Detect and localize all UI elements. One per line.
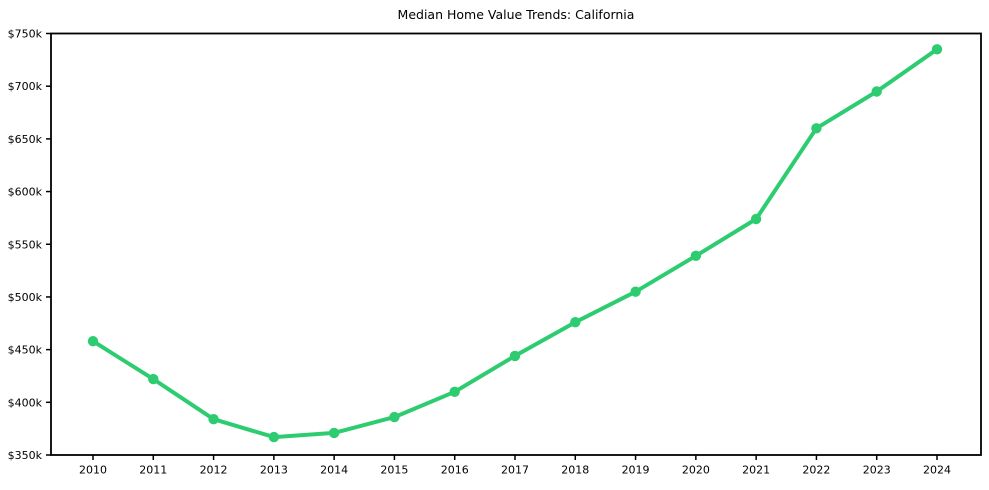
data-point-2021 (750, 213, 762, 225)
x-axis-tick-label: 2010 (79, 464, 107, 477)
y-axis-tick-label: $500k (8, 291, 43, 304)
x-axis-tick-label: 2011 (139, 464, 167, 477)
x-axis-tick-label: 2019 (622, 464, 650, 477)
data-point-2023 (871, 86, 882, 97)
y-axis-tick-label: $650k (8, 133, 43, 146)
data-point-2022 (811, 123, 822, 134)
data-point-2012 (208, 414, 219, 425)
x-axis-tick-label: 2022 (802, 464, 830, 477)
y-axis-tick-label: $400k (8, 396, 43, 409)
y-axis-tick-label: $600k (8, 186, 43, 199)
data-point-2014 (328, 427, 340, 439)
x-axis-tick-label: 2017 (501, 464, 529, 477)
data-point-2017 (509, 350, 521, 362)
x-axis-tick-label: 2024 (923, 464, 951, 477)
data-point-2018 (570, 317, 581, 328)
data-point-2016 (449, 386, 460, 397)
data-point-2020 (690, 250, 702, 261)
data-point-2013 (268, 431, 280, 443)
y-axis-tick-label: $450k (8, 344, 43, 357)
x-axis-tick-label: 2012 (200, 464, 228, 477)
data-point-2024 (931, 44, 943, 55)
y-axis-tick-label: $750k (8, 28, 43, 41)
y-axis-tick-label: $350k (8, 449, 43, 462)
x-axis-tick-label: 2020 (682, 464, 710, 477)
x-axis-tick-label: 2021 (742, 464, 770, 477)
x-axis-tick-label: 2013 (260, 464, 288, 477)
x-axis-tick-label: 2023 (863, 464, 891, 477)
data-point-2010 (87, 336, 99, 347)
trend-line (91, 47, 939, 440)
data-point-2015 (389, 411, 400, 423)
data-point-2019 (630, 286, 641, 297)
x-axis-tick-label: 2014 (320, 464, 348, 477)
x-axis-tick-label: 2015 (380, 464, 408, 477)
y-axis-tick-label: $700k (8, 80, 43, 93)
x-axis-tick-label: 2018 (561, 464, 589, 477)
plot-border (50, 32, 982, 456)
x-axis-tick-label: 2016 (441, 464, 469, 477)
y-axis-tick-label: $550k (8, 238, 43, 251)
chart-title: Median Home Value Trends: California (397, 7, 635, 22)
data-point-2011 (148, 373, 159, 385)
